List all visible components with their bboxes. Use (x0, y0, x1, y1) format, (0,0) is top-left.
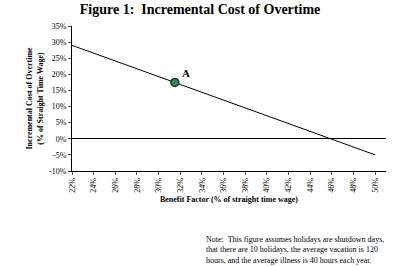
svg-text:32%: 32% (176, 178, 185, 193)
svg-text:40%: 40% (263, 178, 272, 193)
svg-text:35%: 35% (52, 22, 67, 31)
svg-text:Figure 1: Incremental Cost of: Figure 1: Incremental Cost of Overtime (80, 2, 321, 17)
svg-text:30%: 30% (154, 178, 163, 193)
svg-text:0%: 0% (56, 135, 67, 144)
svg-text:22%: 22% (68, 178, 77, 193)
svg-text:20%: 20% (52, 70, 67, 79)
svg-text:42%: 42% (284, 178, 293, 193)
svg-text:5%: 5% (56, 118, 67, 127)
svg-text:46%: 46% (327, 178, 336, 193)
svg-text:28%: 28% (133, 178, 142, 193)
svg-text:26%: 26% (111, 178, 120, 193)
svg-text:10%: 10% (52, 102, 67, 111)
svg-text:-10%: -10% (49, 167, 67, 176)
svg-text:30%: 30% (52, 38, 67, 47)
svg-text:34%: 34% (198, 178, 207, 193)
svg-text:24%: 24% (89, 178, 98, 193)
svg-text:48%: 48% (349, 178, 358, 193)
svg-text:Incremental Cost of Overtime(%: Incremental Cost of Overtime(% of Straig… (25, 47, 44, 150)
svg-text:25%: 25% (52, 54, 67, 63)
svg-text:36%: 36% (219, 178, 228, 193)
svg-text:15%: 15% (52, 86, 67, 95)
svg-text:44%: 44% (306, 178, 315, 193)
svg-text:Note: This figure assumes hol: Note: This figure assumes holidays are s… (206, 235, 384, 265)
svg-text:38%: 38% (241, 178, 250, 193)
svg-text:A: A (182, 67, 190, 79)
svg-text:-5%: -5% (53, 151, 67, 160)
svg-text:Benefit Factor (% of straight: Benefit Factor (% of straight time wage) (160, 195, 298, 204)
svg-text:50%: 50% (371, 178, 380, 193)
